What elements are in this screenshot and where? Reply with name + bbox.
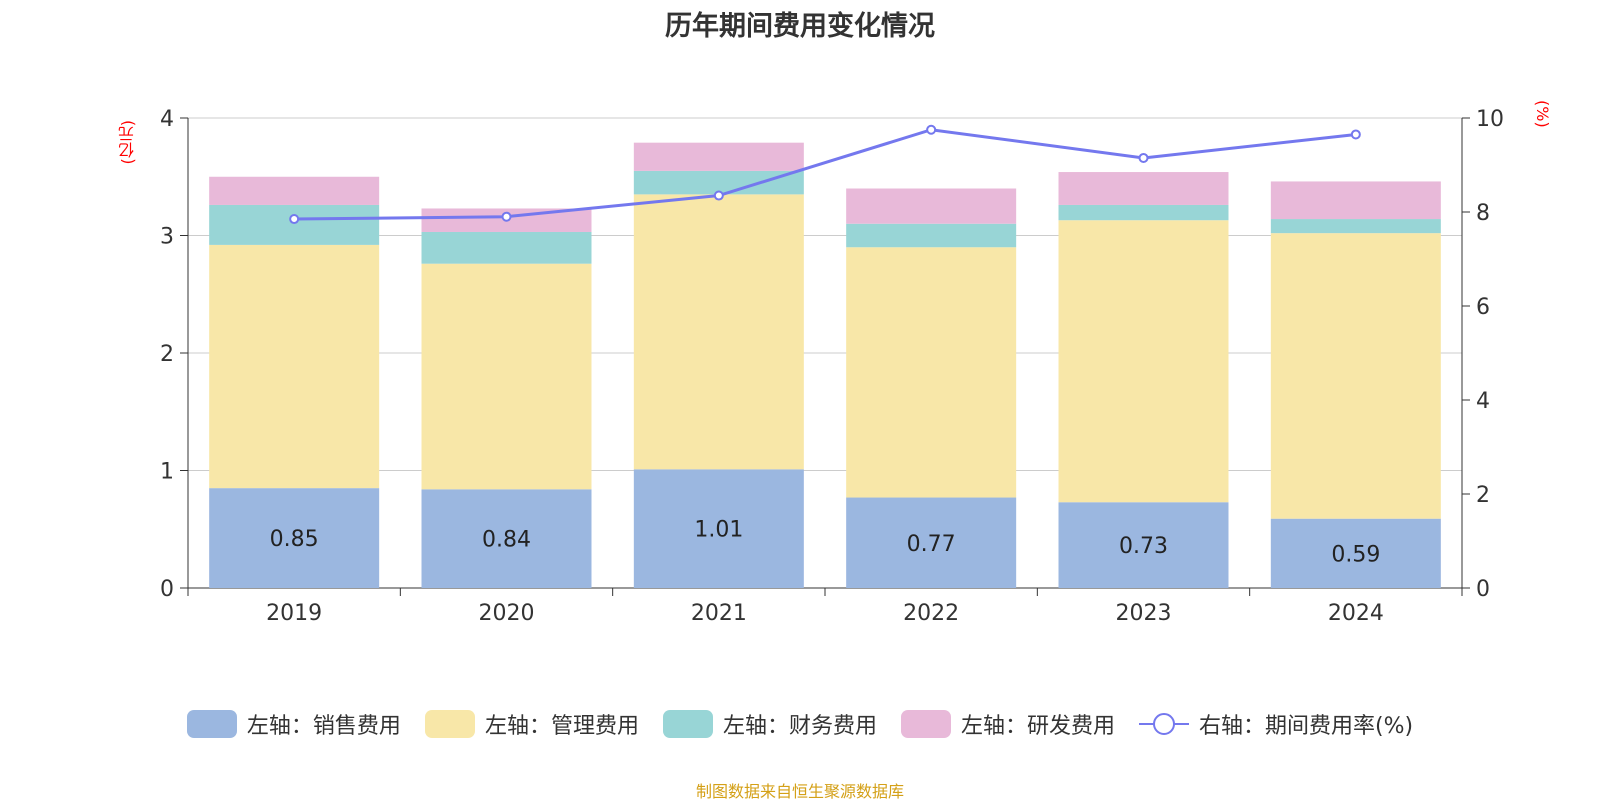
legend-item-rate[interactable]: 右轴：期间费用率(%) (1138, 708, 1414, 740)
legend-label-finance: 左轴：财务费用 (722, 714, 877, 739)
bar-value-label: 0.73 (1119, 534, 1168, 559)
legend-swatch-sales (186, 710, 237, 738)
data-source-note: 制图数据来自恒生聚源数据库 (695, 782, 904, 801)
legend-label-rd: 左轴：研发费用 (960, 714, 1115, 739)
bar-segment (633, 194, 804, 470)
bar-segment (1270, 219, 1441, 234)
legend-swatch-admin (424, 710, 475, 738)
bar-segment (1270, 233, 1441, 519)
bar-segment (1058, 172, 1229, 205)
bar-segment (1270, 518, 1441, 588)
bar-segment (421, 489, 592, 588)
bar-segment (846, 188, 1017, 224)
bar-segment (209, 488, 380, 588)
bar-value-label: 1.01 (694, 518, 743, 543)
x-tick-label: 2021 (691, 601, 747, 626)
y-left-tick-label: 1 (160, 460, 174, 485)
legend-item-rd[interactable]: 左轴：研发费用 (900, 708, 1115, 740)
rate-point (501, 211, 512, 222)
bar-segment (209, 204, 380, 245)
y-right-tick-label: 4 (1476, 389, 1490, 414)
bar-value-label: 0.84 (482, 528, 531, 553)
rate-point (289, 214, 300, 225)
bar-segment (209, 244, 380, 489)
y-right-tick-label: 8 (1476, 201, 1490, 226)
y-left-tick-label: 0 (160, 577, 174, 602)
x-tick-label: 2019 (266, 601, 322, 626)
y-left-tick-label: 3 (160, 225, 174, 250)
bar-segment (209, 176, 380, 205)
bar-segment (421, 231, 592, 264)
bar-segment (633, 142, 804, 171)
legend: 左轴：销售费用 左轴：管理费用 左轴：财务费用 左轴：研发费用 右轴：期间费用率… (0, 708, 1600, 740)
y-right-tick-label: 2 (1476, 483, 1490, 508)
rate-point (1350, 129, 1361, 140)
right-axis-unit: (%) (1533, 100, 1552, 128)
bar-segment (1058, 220, 1229, 503)
y-right-tick-label: 10 (1476, 107, 1504, 132)
rate-point (713, 190, 724, 201)
x-tick-label: 2023 (1116, 601, 1172, 626)
chart-title: 历年期间费用变化情况 (665, 11, 935, 42)
x-tick-label: 2024 (1328, 601, 1384, 626)
x-tick-label: 2020 (479, 601, 535, 626)
legend-item-sales[interactable]: 左轴：销售费用 (186, 708, 401, 740)
legend-item-finance[interactable]: 左轴：财务费用 (662, 708, 877, 740)
legend-label-admin: 左轴：管理费用 (484, 714, 639, 739)
rate-point (1138, 152, 1149, 163)
bar-segment (421, 263, 592, 490)
bar-segment (1058, 204, 1229, 221)
bar-segment (846, 497, 1017, 588)
legend-item-admin[interactable]: 左轴：管理费用 (424, 708, 639, 740)
legend-swatch-rd (900, 710, 951, 738)
bar-value-label: 0.77 (907, 532, 956, 557)
bar-segment (846, 223, 1017, 248)
y-left-tick-label: 2 (160, 342, 174, 367)
bar-segment (1270, 181, 1441, 220)
y-right-tick-label: 0 (1476, 577, 1490, 602)
y-left-tick-label: 4 (160, 107, 174, 132)
y-right-tick-label: 6 (1476, 295, 1490, 320)
bar-segment (1058, 502, 1229, 588)
legend-swatch-rate (1138, 713, 1189, 735)
bar-segment (846, 247, 1017, 498)
rate-line (294, 128, 1356, 221)
legend-label-rate: 右轴：期间费用率(%) (1198, 714, 1414, 739)
legend-label-sales: 左轴：销售费用 (246, 714, 401, 739)
bar-value-label: 0.59 (1331, 542, 1380, 567)
bar-segment (633, 170, 804, 195)
bar-value-label: 0.85 (270, 527, 319, 552)
x-tick-label: 2022 (903, 601, 959, 626)
bar-segment (633, 469, 804, 588)
legend-swatch-finance (662, 710, 713, 738)
rate-point (926, 124, 937, 135)
